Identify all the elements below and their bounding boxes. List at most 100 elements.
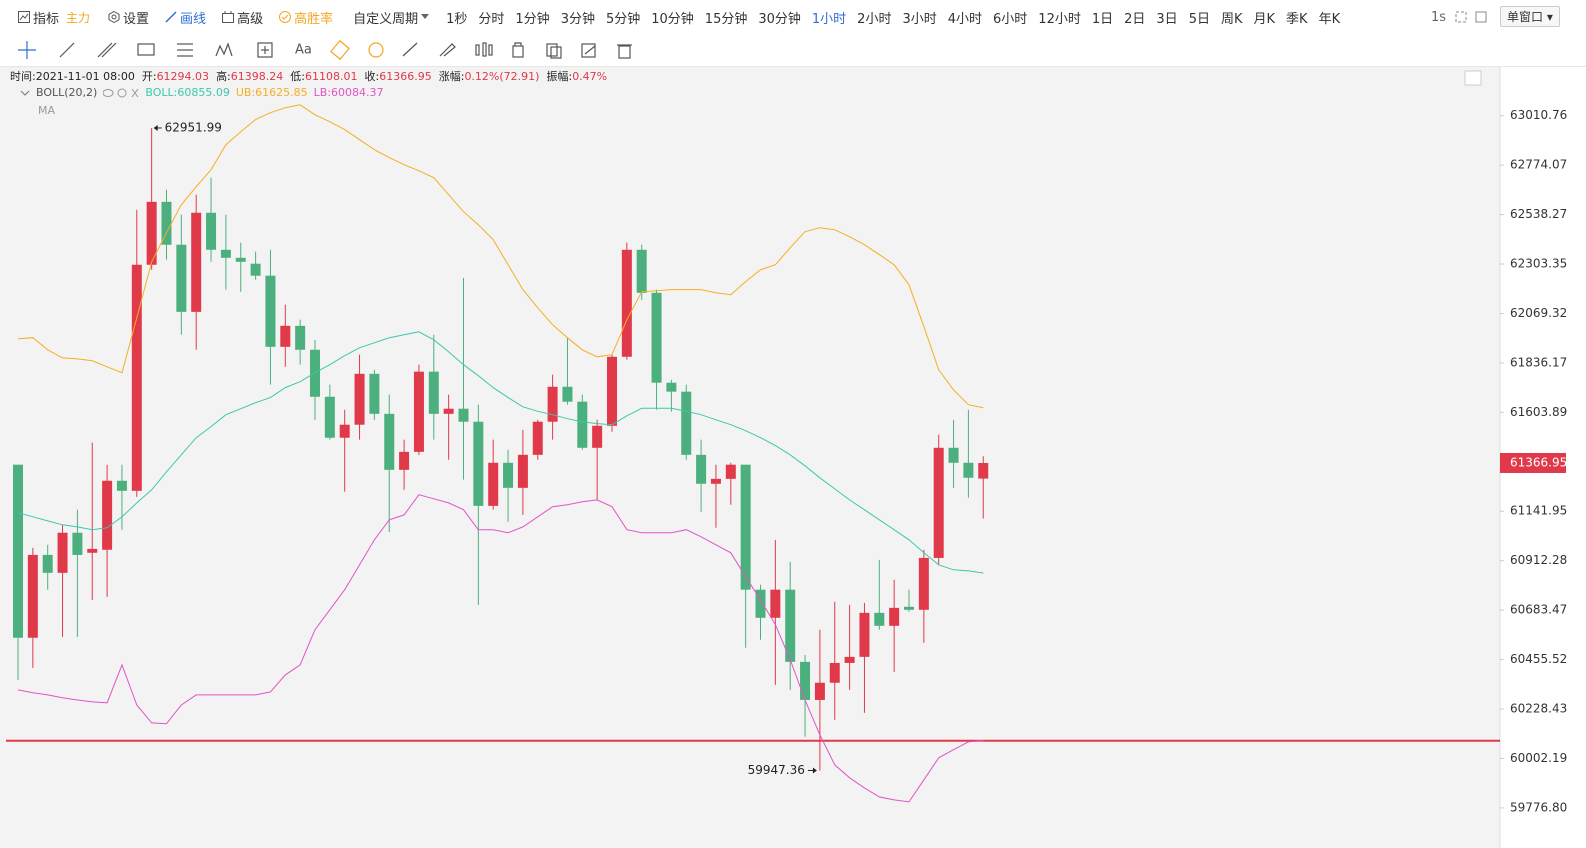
candle-body — [295, 325, 306, 350]
y-tick-label: 62069.32 — [1510, 306, 1567, 320]
win-rate-button[interactable]: 高胜率 — [279, 8, 333, 27]
legend-entry: BOLL:60855.09 — [145, 86, 229, 99]
period-button[interactable]: 1小时 — [811, 11, 847, 27]
value: 61366.95 — [379, 70, 432, 83]
legend-name: LB: — [313, 86, 332, 99]
label: 画线 — [180, 11, 207, 27]
custom-period[interactable]: 自定义周期 — [353, 8, 430, 27]
period-button[interactable]: 5分钟 — [605, 11, 641, 27]
candle-body — [220, 249, 231, 258]
period-button[interactable]: 3小时 — [902, 11, 937, 27]
period-button[interactable]: 季K — [1286, 11, 1308, 27]
candle-body — [904, 606, 914, 610]
label: 指标 — [33, 11, 60, 27]
info-bar: 时间:2021-11-01 08:00 开:61294.03 高:61398.2… — [10, 68, 607, 84]
caret — [421, 14, 430, 19]
candle-body — [770, 589, 781, 618]
text-tool[interactable]: Aa — [295, 43, 312, 58]
candle-body — [384, 413, 395, 470]
period-button[interactable]: 1分钟 — [515, 11, 550, 27]
value: 0.47% — [572, 70, 608, 83]
candle-body — [844, 656, 855, 663]
candle-body — [800, 661, 811, 700]
price-tag-label: 61366.95 — [1510, 455, 1567, 469]
candle-body — [354, 373, 365, 425]
draw-button[interactable]: 画线 — [165, 8, 206, 27]
low-label: 59947.36 — [748, 763, 805, 777]
period-button[interactable]: 30分钟 — [758, 11, 801, 27]
candle-body — [918, 557, 929, 610]
period-button[interactable]: 2小时 — [857, 11, 892, 27]
candle-body — [473, 421, 484, 506]
advanced-button[interactable]: 高级 — [222, 8, 263, 27]
candle-body — [265, 275, 276, 347]
candle-body — [131, 264, 142, 491]
candle-body — [696, 454, 707, 484]
window-icons — [1455, 11, 1487, 23]
indicator-button[interactable]: 指标 主力 — [18, 8, 90, 27]
candle-body — [488, 462, 499, 506]
y-tick-label: 61836.17 — [1510, 355, 1567, 369]
period-button[interactable]: 1日 — [1091, 11, 1114, 27]
toolbar: 指标 主力 设置 画线 高级 高胜率 自定义周期 1秒 分时 1分钟 3分钟 5分钟 10… — [0, 0, 1586, 34]
settings-button[interactable]: 设置 — [108, 8, 149, 27]
candle-body — [963, 462, 974, 478]
candle-body — [933, 447, 944, 558]
window-select[interactable]: 单窗口 ▾ — [1500, 6, 1560, 27]
y-tick-label: 61603.89 — [1510, 405, 1567, 419]
period-button[interactable]: 3日 — [1156, 11, 1178, 27]
candle-body — [339, 424, 350, 438]
period-button[interactable]: 12小时 — [1038, 11, 1081, 27]
label: 高胜率 — [294, 11, 334, 27]
label: 涨幅: — [438, 70, 465, 83]
period-button[interactable]: 5日 — [1188, 11, 1210, 27]
candle-body — [889, 607, 900, 626]
candle-body — [740, 464, 751, 590]
y-tick-label: 62538.27 — [1510, 207, 1567, 221]
period-button[interactable]: 15分钟 — [704, 11, 748, 27]
label: 振幅: — [546, 70, 573, 83]
candle-body — [725, 464, 736, 479]
icon — [165, 11, 177, 23]
y-tick-label: 60228.43 — [1510, 702, 1567, 716]
candle-body — [87, 548, 98, 553]
candle-body — [666, 382, 677, 392]
icon — [279, 11, 292, 23]
candle-body — [250, 263, 261, 276]
indicator-line — [17, 494, 984, 803]
candle-body — [102, 480, 113, 550]
candle-body — [577, 401, 588, 448]
legend-value: 61625.85 — [255, 86, 308, 99]
period-button[interactable]: 分时 — [478, 11, 505, 27]
legend-name: UB: — [235, 86, 256, 99]
period-button[interactable]: 6小时 — [993, 11, 1028, 27]
period-button[interactable]: 3分钟 — [560, 11, 595, 27]
candle-body — [948, 447, 959, 463]
candle-body — [592, 425, 603, 448]
refresh[interactable]: 1s — [1431, 9, 1447, 25]
label: 自定义周期 — [353, 11, 419, 27]
period-button[interactable]: 1秒 — [446, 11, 468, 27]
period-button[interactable]: 年K — [1318, 11, 1341, 27]
y-tick-label: 60455.52 — [1510, 652, 1567, 666]
period-button[interactable]: 2日 — [1124, 11, 1146, 27]
arrow-head — [153, 124, 158, 131]
plot-bg — [0, 66, 1500, 848]
period-button[interactable]: 4小时 — [947, 11, 983, 27]
candle-body — [72, 532, 83, 555]
period-button[interactable]: 周K — [1220, 11, 1243, 27]
period-button[interactable]: 10分钟 — [651, 11, 694, 27]
y-tick-label: 62303.35 — [1510, 257, 1567, 271]
expand-button[interactable] — [1464, 70, 1482, 86]
period-button[interactable]: 月K — [1253, 11, 1276, 27]
candle-body — [235, 257, 246, 262]
price-tag — [1500, 452, 1566, 473]
value: 61398.24 — [230, 70, 284, 83]
candle-body — [755, 589, 766, 618]
collapse[interactable] — [20, 89, 30, 97]
legend-entry: UB:61625.85 — [236, 86, 308, 99]
y-tick-label: 63010.76 — [1510, 108, 1567, 122]
y-tick-label: 60002.19 — [1510, 751, 1567, 765]
label: 收: — [364, 70, 380, 83]
